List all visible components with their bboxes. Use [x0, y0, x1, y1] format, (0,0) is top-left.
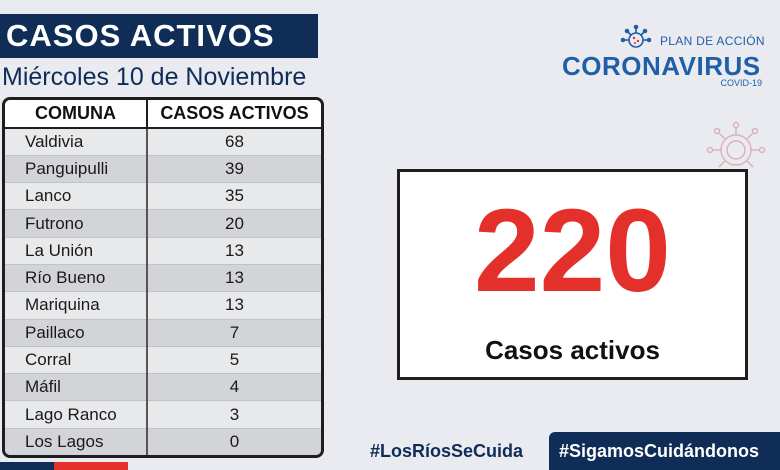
- casos-cell: 20: [147, 209, 321, 238]
- date-label: Miércoles 10 de Noviembre: [2, 63, 307, 91]
- table-row: Los Lagos 0: [5, 428, 321, 455]
- comuna-cell: Río Bueno: [5, 264, 148, 293]
- casos-cell: 3: [147, 400, 321, 429]
- table-row: Lanco 35: [5, 182, 321, 211]
- casos-cell: 35: [147, 182, 321, 211]
- total-cases-number: 220: [474, 185, 671, 317]
- casos-cell: 13: [147, 237, 321, 265]
- table-row: Valdivia 68: [5, 128, 321, 156]
- column-header-comuna: COMUNA: [5, 100, 148, 129]
- logo-plan-text: PLAN DE ACCIÓN: [660, 34, 765, 48]
- casos-cell: 0: [229, 432, 240, 452]
- casos-cell: 13: [147, 264, 321, 293]
- comuna-cell: Paillaco: [5, 319, 148, 347]
- hashtag-sigamos: #SigamosCuidándonos: [549, 432, 780, 470]
- casos-cell: 5: [147, 346, 321, 375]
- casos-cell: 4: [147, 373, 321, 402]
- comuna-cell: Futrono: [5, 209, 148, 238]
- table-row: Mariquina 13: [5, 291, 321, 320]
- comuna-cell: La Unión: [5, 237, 148, 265]
- table-row: Máfil 4: [5, 373, 321, 402]
- hashtag-los-rios: #LosRíosSeCuida: [370, 441, 524, 461]
- flag-red-segment: [54, 462, 128, 470]
- table-row: La Unión 13: [5, 237, 321, 265]
- coronavirus-logo: PLAN DE ACCIÓN CORONAVIRUS COVID-19: [562, 24, 768, 94]
- comuna-cell: Valdivia: [5, 128, 148, 156]
- table-row: Futrono 20: [5, 209, 321, 238]
- comuna-cell: Mariquina: [5, 291, 148, 320]
- table-row: Panguipulli 39: [5, 155, 321, 184]
- flag-blue-segment: [0, 462, 54, 470]
- logo-coronavirus-text: CORONAVIRUS: [562, 51, 761, 81]
- comuna-cell: Lanco: [5, 182, 148, 211]
- total-cases-box: 220 Casos activos: [397, 169, 748, 380]
- cases-table: COMUNA CASOS ACTIVOS Valdivia 68 Panguip…: [2, 97, 324, 458]
- title-bar: CASOS ACTIVOS: [0, 14, 318, 58]
- column-header-casos: CASOS ACTIVOS: [147, 100, 321, 129]
- table-row: Corral 5: [5, 346, 321, 375]
- comuna-cell: Los Lagos: [5, 428, 148, 455]
- hashtag-sigamos-text: #SigamosCuidándonos: [559, 441, 760, 461]
- table-row: Paillaco 7: [5, 319, 321, 347]
- comuna-cell: Corral: [5, 346, 148, 375]
- logo-covid-text: COVID-19: [720, 78, 762, 88]
- table-row: Río Bueno 13: [5, 264, 321, 293]
- casos-cell: 68: [147, 128, 321, 156]
- casos-cell: 7: [147, 319, 321, 347]
- page-title: CASOS ACTIVOS: [6, 18, 275, 53]
- table-row: Lago Ranco 3: [5, 400, 321, 429]
- virus-decoration-icon: [706, 121, 766, 168]
- flag-strip: [0, 462, 128, 470]
- comuna-cell: Máfil: [5, 373, 148, 402]
- virus-icon: [620, 24, 652, 48]
- total-cases-label: Casos activos: [485, 335, 660, 365]
- comuna-cell: Lago Ranco: [5, 400, 148, 429]
- comuna-cell: Panguipulli: [5, 155, 148, 184]
- casos-cell: 13: [147, 291, 321, 320]
- table-header-row: COMUNA CASOS ACTIVOS: [5, 100, 321, 129]
- casos-cell: 39: [147, 155, 321, 184]
